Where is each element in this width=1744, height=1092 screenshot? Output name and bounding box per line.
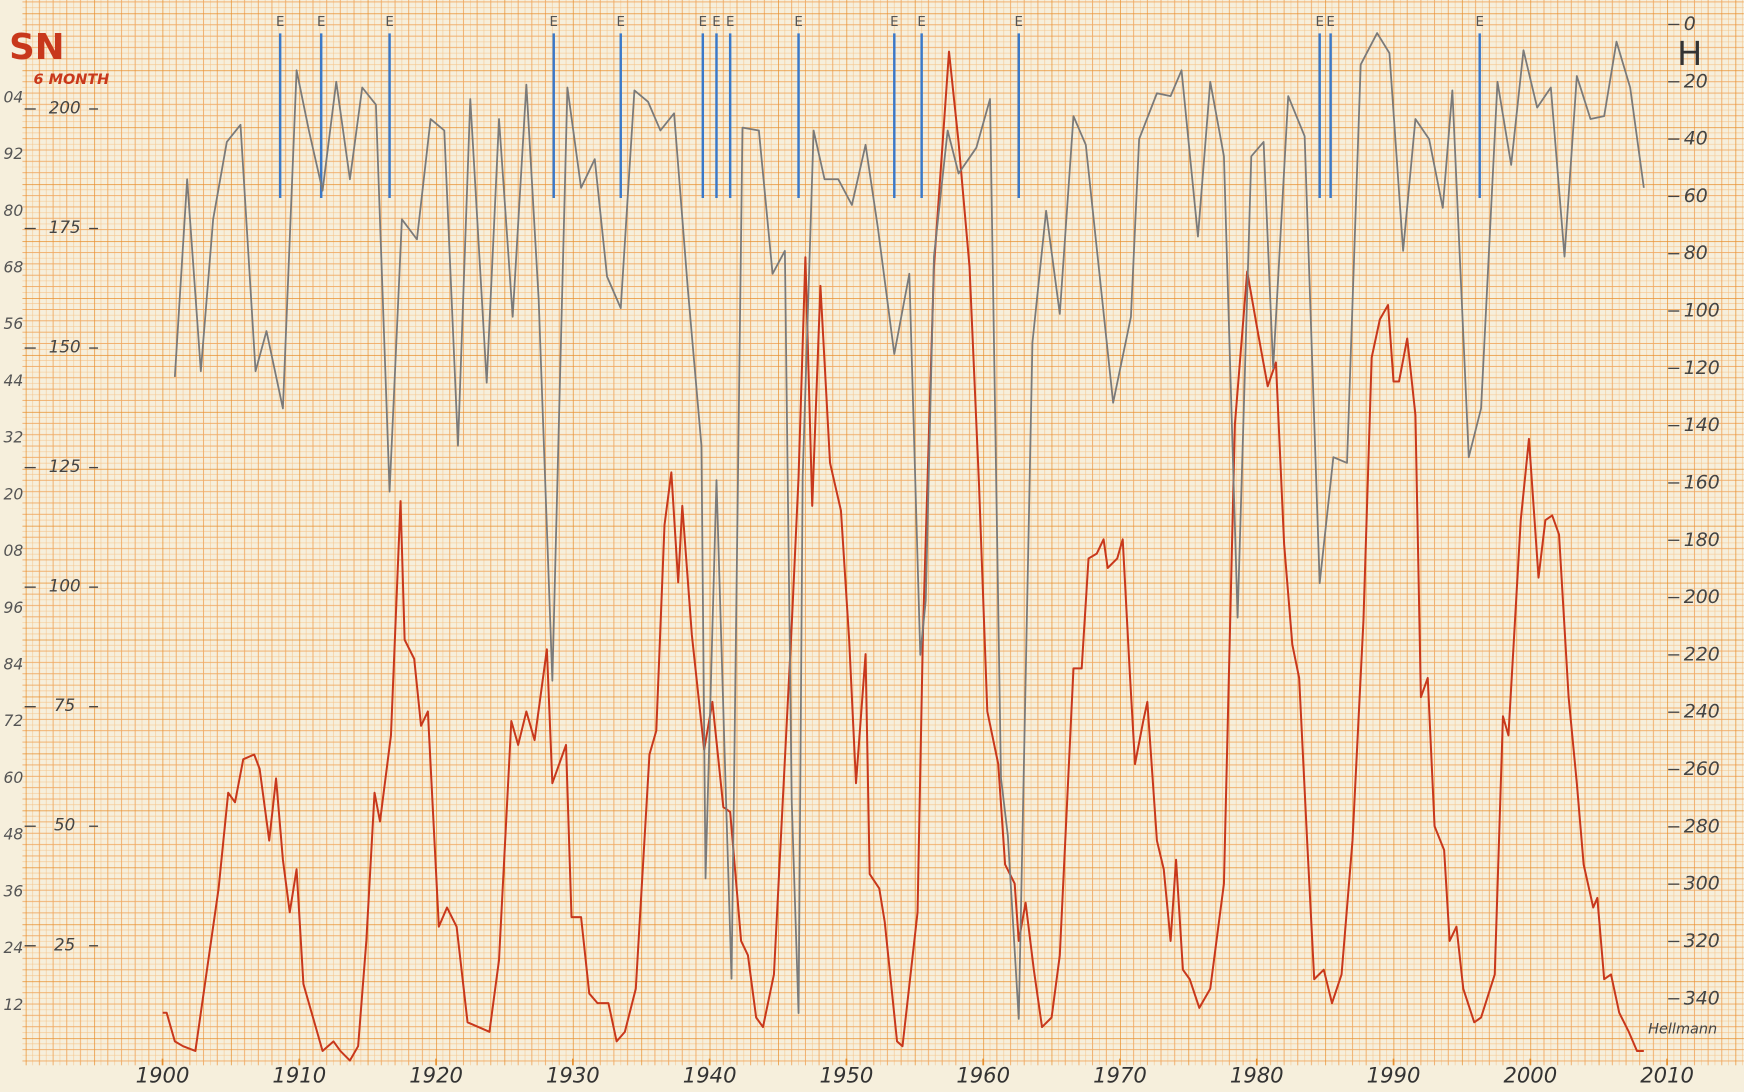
margin-label: 68 (4, 258, 24, 276)
margin-label: 12 (4, 996, 24, 1014)
y2-tick-label: 0 (1684, 13, 1696, 35)
subtitle: 6 MONTH (34, 72, 110, 88)
y2-tick-label: 140 (1684, 414, 1720, 436)
event-label: E (550, 15, 558, 30)
y2-tick-label: 180 (1684, 529, 1720, 551)
x-tick-label: 1950 (820, 1062, 874, 1087)
margin-label: 04 (4, 88, 24, 106)
y2-tick-label: 200 (1684, 586, 1720, 608)
x-tick-label: 1940 (683, 1062, 737, 1087)
lines-layer (162, 32, 1645, 1062)
y2-tick-label: 220 (1684, 643, 1720, 665)
margin-label: 20 (4, 485, 24, 503)
event-label: E (276, 15, 284, 30)
x-tick-label: 1980 (1230, 1062, 1284, 1087)
y2-tick-label: 300 (1684, 873, 1720, 895)
y2-tick-label: 280 (1684, 815, 1720, 837)
event-label: E (317, 15, 325, 30)
margin-label: 48 (4, 826, 24, 844)
y-tick-label: 100 (49, 577, 81, 596)
event-label: E (1315, 15, 1323, 30)
y2-tick-label: 160 (1684, 471, 1720, 493)
series-line (162, 50, 1644, 1062)
y-tick-label: 175 (49, 218, 81, 237)
event-label: E (385, 15, 393, 30)
event-label: E (1326, 15, 1334, 30)
event-label: E (1015, 15, 1023, 30)
x-tick-label: 1960 (956, 1062, 1010, 1087)
x-tick-label: 2000 (1503, 1062, 1557, 1087)
x-tick-label: 1970 (1093, 1062, 1147, 1087)
event-label: E (726, 15, 734, 30)
margin-label: 32 (4, 429, 24, 447)
y-tick-label: 150 (49, 338, 81, 357)
y-tick-label: 75 (54, 696, 75, 715)
y2-tick-label: 340 (1684, 987, 1720, 1009)
series-name-h: H (1677, 34, 1702, 73)
y2-tick-label: 240 (1684, 701, 1720, 723)
margin-label: 92 (4, 145, 24, 163)
series-name-sn: SN (9, 27, 64, 68)
x-tick-label: 1990 (1367, 1062, 1421, 1087)
margin-label: 44 (4, 372, 24, 390)
x-tick-label: 2010 (1640, 1062, 1694, 1087)
margin-label: 72 (4, 712, 24, 730)
x-tick-label: 1910 (272, 1062, 326, 1087)
y2-tick-label: 120 (1684, 357, 1720, 379)
annotation: Hellmann (1648, 1022, 1717, 1038)
y2-tick-label: 60 (1684, 185, 1708, 207)
y-tick-label: 125 (49, 457, 81, 476)
margin-label: 08 (4, 542, 24, 560)
y2-tick-label: 40 (1684, 128, 1708, 150)
x-tick-label: 1920 (409, 1062, 463, 1087)
margin-label: 84 (4, 655, 24, 673)
x-tick-label: 1930 (546, 1062, 600, 1087)
event-label: E (1475, 15, 1483, 30)
margin-label: 24 (4, 939, 24, 957)
margin-label: 60 (4, 769, 24, 787)
y-tick-label: 25 (54, 935, 75, 954)
x-tick-label: 1900 (136, 1062, 190, 1087)
event-label: E (794, 15, 802, 30)
margin-label: 96 (4, 599, 24, 617)
y2-tick-label: 80 (1684, 242, 1708, 264)
event-label: E (617, 15, 625, 30)
event-label: E (890, 15, 898, 30)
series-line (173, 32, 1645, 1020)
y2-tick-label: 100 (1684, 300, 1720, 322)
margin-label: 56 (4, 315, 24, 333)
event-label: E (712, 15, 720, 30)
y-tick-label: 50 (54, 816, 75, 835)
margin-label: 36 (4, 882, 24, 900)
y2-tick-label: 260 (1684, 758, 1720, 780)
margin-label: 80 (4, 202, 24, 220)
y2-tick-label: 20 (1684, 70, 1708, 92)
event-label: E (917, 15, 925, 30)
event-label: E (699, 15, 707, 30)
y2-tick-label: 320 (1684, 930, 1720, 952)
y-tick-label: 200 (49, 98, 81, 117)
